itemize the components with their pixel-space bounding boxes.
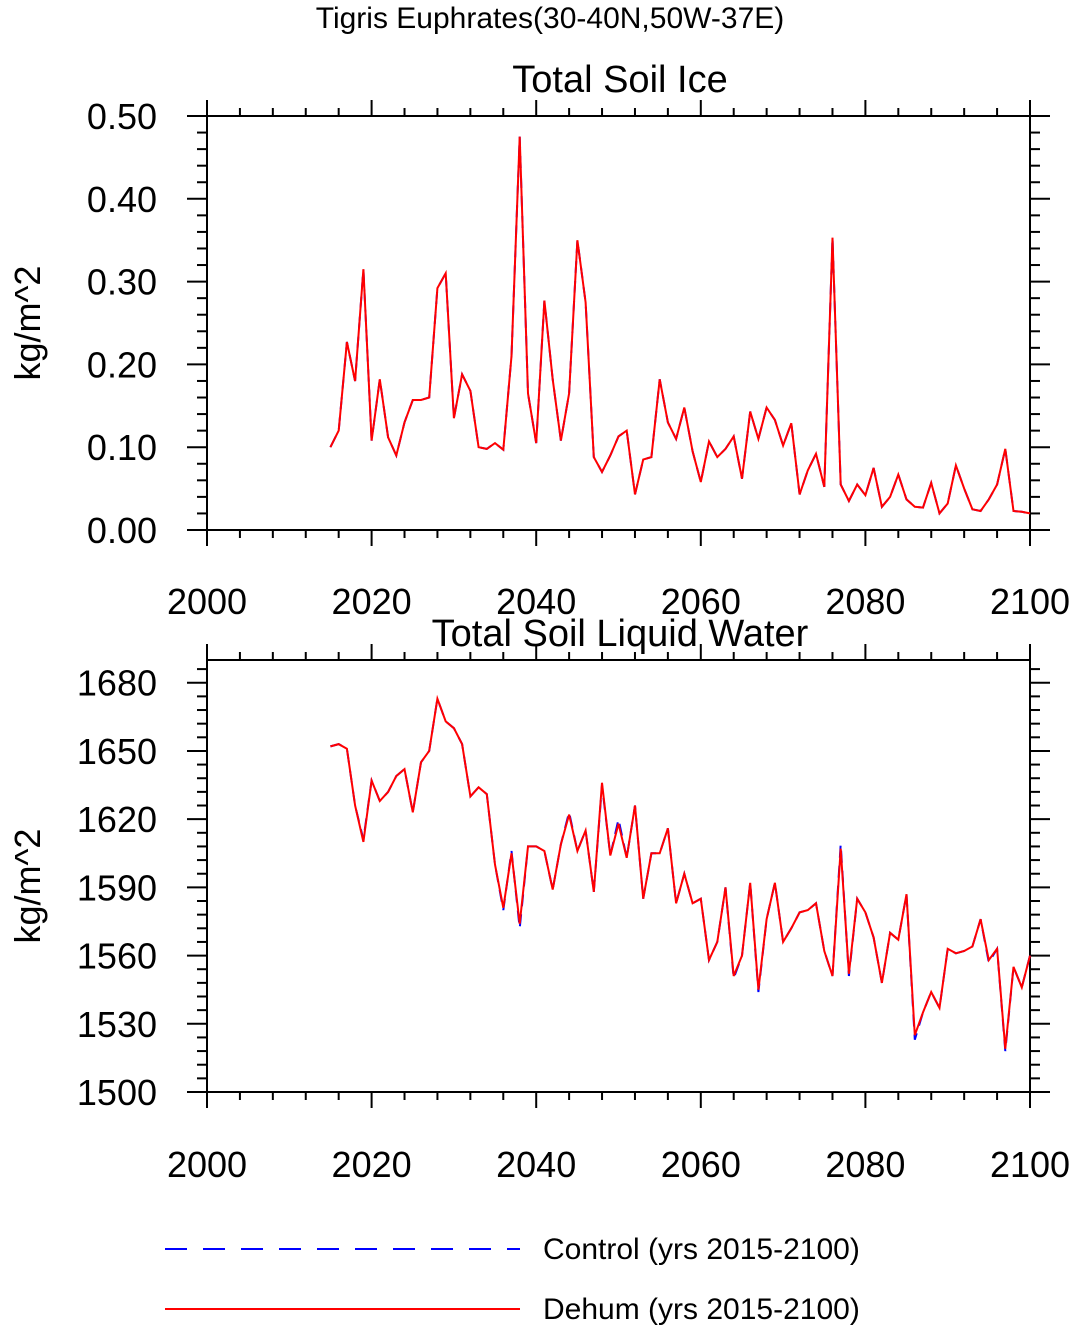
series-line-dehum: [330, 694, 1031, 1049]
x-tick-label: 2000: [167, 581, 247, 622]
legend-label-dehum: Dehum (yrs 2015-2100): [543, 1293, 860, 1326]
panel-title: Total Soil Ice: [512, 59, 727, 101]
y-tick-label: 1530: [77, 1004, 157, 1045]
x-tick-label: 2040: [496, 581, 576, 622]
y-tick-label: 1620: [77, 799, 157, 840]
x-tick-label: 2080: [825, 1144, 905, 1185]
x-tick-label: 2040: [496, 1144, 576, 1185]
y-axis-label: kg/m^2: [7, 829, 48, 944]
x-tick-label: 2080: [825, 581, 905, 622]
y-tick-label: 1560: [77, 936, 157, 977]
x-tick-label: 2100: [990, 581, 1070, 622]
legend-label-control: Control (yrs 2015-2100): [543, 1233, 860, 1266]
y-axis-label: kg/m^2: [7, 266, 48, 381]
panel-title: Total Soil Liquid Water: [432, 613, 809, 655]
y-tick-label: 0.30: [87, 262, 157, 303]
y-tick-label: 0.20: [87, 344, 157, 385]
y-tick-label: 1590: [77, 867, 157, 908]
y-tick-label: 0.10: [87, 427, 157, 468]
y-tick-label: 1650: [77, 731, 157, 772]
x-tick-label: 2100: [990, 1144, 1070, 1185]
plot-frame: [206, 659, 1031, 1093]
y-tick-label: 0.40: [87, 179, 157, 220]
legend-entry-dehum: Dehum (yrs 2015-2100): [165, 1293, 860, 1326]
panel-total-soil-liquid-water: Total Soil Liquid Water kg/m^2 2000 2020 2…: [7, 613, 1070, 1185]
panel-total-soil-ice: Total Soil Ice kg/m^2 2000 2020 2040 2060 20…: [7, 59, 1070, 622]
y-tick-label: 0.50: [87, 96, 157, 137]
legend: Control (yrs 2015-2100) Dehum (yrs 2015-…: [165, 1233, 860, 1326]
series-line-dehum: [329, 136, 1031, 516]
y-tick-label: 1500: [77, 1072, 157, 1113]
x-tick-label: 2020: [332, 581, 412, 622]
series-line-control: [330, 694, 1031, 1052]
figure-suptitle: Tigris Euphrates(30-40N,50W-37E): [316, 2, 785, 35]
x-tick-label: 2000: [167, 1144, 247, 1185]
y-tick-label: 1680: [77, 663, 157, 704]
x-tick-label: 2060: [661, 1144, 741, 1185]
x-tick-label: 2060: [661, 581, 741, 622]
y-tick-label: 0.00: [87, 510, 157, 551]
legend-entry-control: Control (yrs 2015-2100): [165, 1233, 860, 1266]
plot-frame: [206, 115, 1031, 531]
x-tick-label: 2020: [332, 1144, 412, 1185]
